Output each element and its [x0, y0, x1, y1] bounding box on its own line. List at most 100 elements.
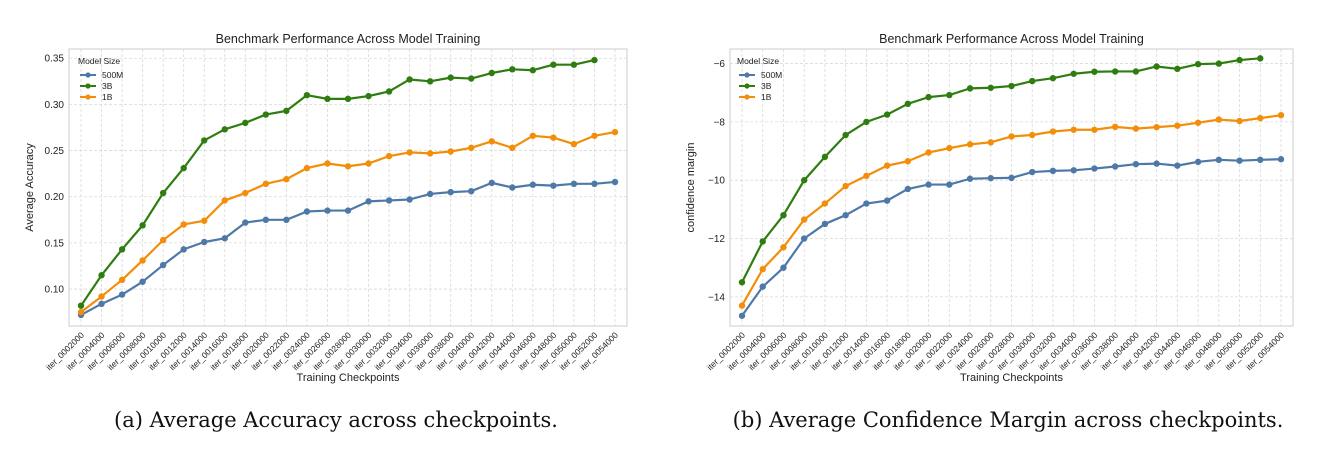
data-point: [987, 174, 994, 182]
data-point: [447, 74, 454, 81]
data-point: [385, 88, 393, 95]
data-point: [447, 188, 454, 196]
data-point: [1174, 162, 1181, 169]
data-point: [509, 184, 516, 191]
series-3B: [738, 55, 1264, 286]
data-point: [1091, 165, 1098, 172]
data-point: [344, 207, 352, 214]
legend-title: Model Size: [78, 56, 120, 66]
series-line: [741, 57, 1261, 283]
data-point: [1132, 68, 1140, 75]
data-point: [738, 312, 746, 319]
data-point: [1049, 74, 1057, 82]
data-point: [1111, 123, 1119, 131]
data-point: [509, 144, 516, 151]
data-point: [1215, 156, 1223, 163]
data-point: [759, 283, 766, 290]
data-point: [1257, 156, 1264, 163]
data-point: [262, 111, 270, 118]
data-point: [324, 160, 331, 167]
data-point: [426, 78, 434, 85]
data-point: [1029, 168, 1036, 176]
data-point: [180, 246, 187, 253]
data-point: [1070, 126, 1077, 133]
data-point: [1153, 123, 1160, 131]
series-line: [80, 59, 595, 307]
legend-label: 1B: [102, 92, 113, 102]
chart-title: Benchmark Performance Across Model Train…: [879, 32, 1144, 46]
data-point: [1215, 116, 1223, 123]
y-tick-label: −12: [708, 234, 725, 245]
legend-item: 3B: [739, 81, 772, 91]
data-point: [570, 61, 578, 68]
data-point: [550, 61, 557, 68]
legend-marker: [85, 83, 91, 89]
data-point: [98, 293, 105, 300]
data-point: [488, 179, 495, 187]
data-point: [242, 119, 249, 127]
data-point: [159, 261, 167, 269]
y-axis-label: Average Accuracy: [24, 143, 36, 232]
y-tick-label: 0.20: [45, 192, 65, 203]
data-point: [570, 180, 578, 188]
data-point: [925, 181, 932, 188]
y-axis-label: confidence margin: [685, 143, 697, 233]
data-point: [1111, 68, 1119, 75]
data-point: [738, 279, 746, 286]
data-point: [139, 222, 146, 229]
data-point: [1008, 174, 1015, 182]
series-1B: [738, 111, 1285, 309]
data-point: [201, 217, 208, 224]
legend-marker: [744, 83, 750, 89]
data-point: [365, 198, 372, 205]
data-point: [946, 181, 953, 188]
data-point: [925, 93, 932, 101]
data-point: [821, 153, 829, 161]
data-point: [1174, 65, 1181, 73]
x-axis-label: Training Checkpoints: [297, 372, 400, 384]
series-500M: [77, 178, 619, 319]
y-tick-label: 0.30: [45, 100, 65, 111]
legend-label: 3B: [102, 81, 113, 91]
data-point: [139, 257, 146, 264]
y-tick-label: 0.15: [45, 238, 65, 249]
legend-marker: [85, 72, 91, 78]
data-point: [118, 291, 126, 298]
data-point: [344, 95, 352, 103]
data-point: [221, 126, 228, 133]
data-point: [529, 132, 537, 139]
data-point: [98, 300, 105, 308]
data-point: [987, 139, 994, 146]
data-point: [904, 100, 912, 108]
data-point: [180, 164, 187, 172]
data-point: [591, 180, 598, 188]
y-tick-label: −10: [708, 176, 725, 187]
data-point: [529, 67, 537, 74]
data-point: [1153, 160, 1160, 167]
data-point: [1277, 111, 1285, 119]
data-point: [303, 208, 311, 215]
data-point: [344, 163, 352, 170]
data-point: [591, 56, 598, 64]
data-point: [1257, 114, 1264, 122]
data-point: [904, 158, 912, 165]
data-point: [883, 111, 891, 118]
data-point: [1070, 70, 1077, 77]
data-point: [221, 235, 228, 242]
data-point: [509, 66, 516, 73]
data-point: [406, 196, 413, 203]
data-point: [966, 175, 974, 182]
data-point: [303, 164, 311, 172]
data-point: [1194, 158, 1202, 166]
data-point: [800, 235, 808, 242]
data-point: [1236, 56, 1243, 64]
legend-item: 500M: [739, 70, 782, 80]
legend-title: Model Size: [737, 56, 779, 66]
data-point: [1236, 117, 1243, 125]
data-point: [842, 182, 849, 190]
data-point: [1029, 77, 1036, 85]
data-point: [159, 189, 167, 197]
data-point: [468, 75, 475, 82]
data-point: [759, 265, 766, 273]
